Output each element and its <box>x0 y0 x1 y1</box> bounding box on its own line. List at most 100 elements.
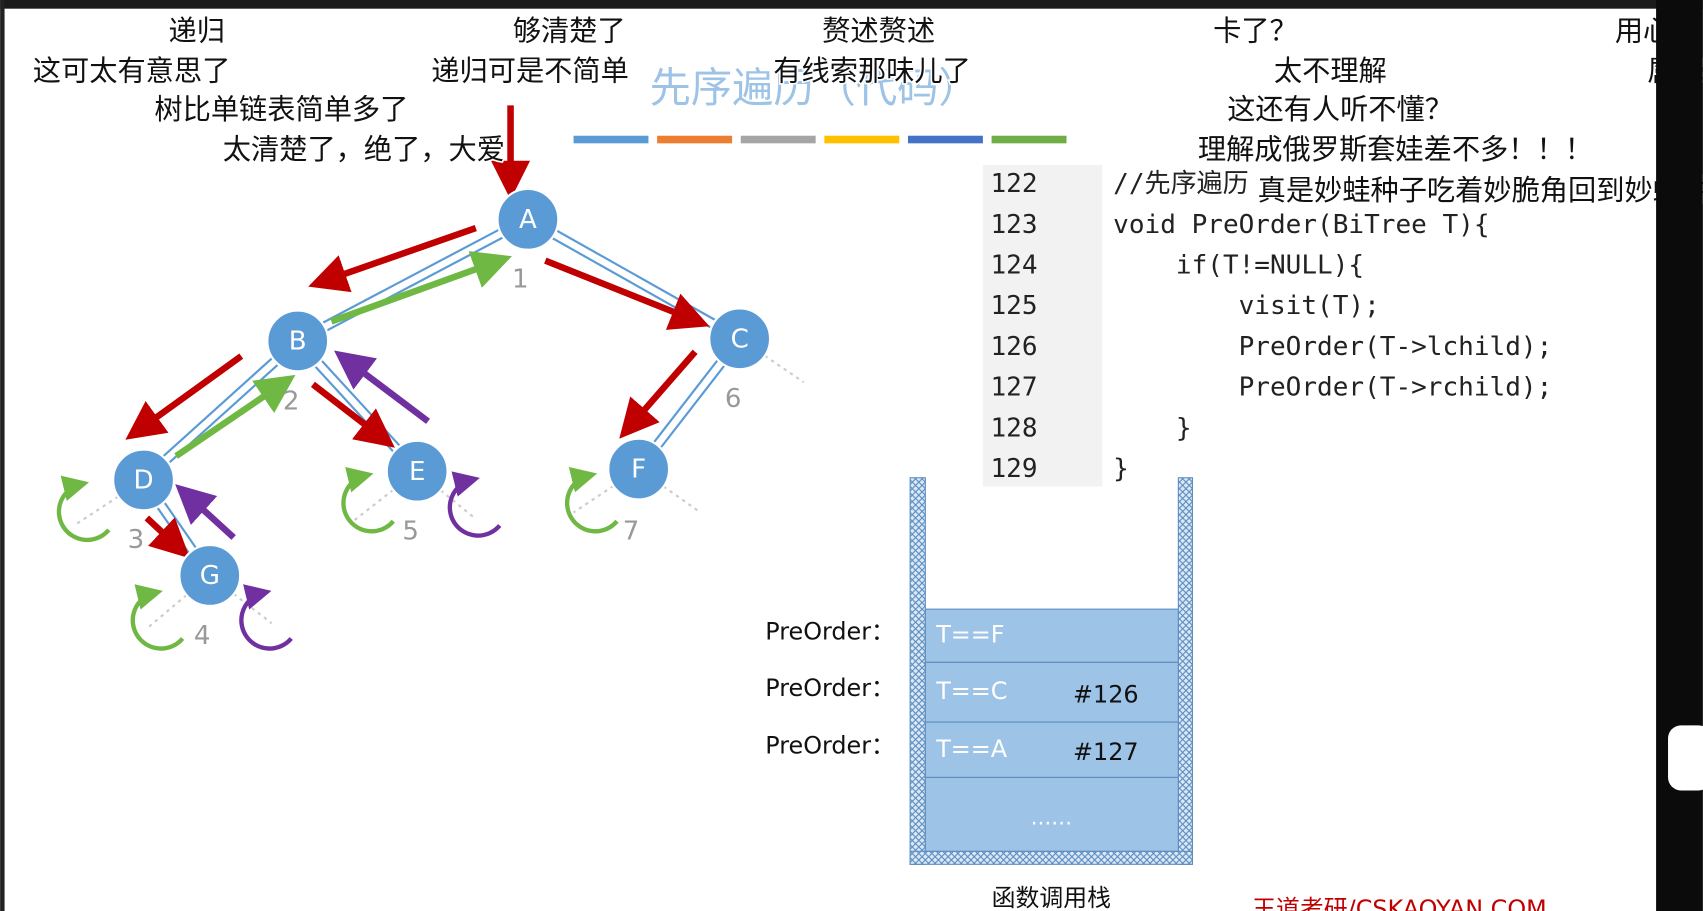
frame-param: T==A <box>935 735 1008 763</box>
color-bar <box>573 135 649 144</box>
color-bar <box>824 135 900 144</box>
tree-node <box>112 448 176 512</box>
traversal-arrow <box>144 515 190 559</box>
stack-wall <box>909 477 926 865</box>
loop-arrow <box>239 584 293 651</box>
stack-ellipsis: ...... <box>1031 806 1072 831</box>
line-number: 127 <box>990 373 1037 403</box>
danmaku: 理解成俄罗斯套娃差不多！！！ <box>1198 133 1593 166</box>
code-line: //先序遍历 <box>1113 169 1249 199</box>
visit-order: 7 <box>623 517 640 547</box>
code-line: } <box>1113 454 1129 484</box>
danmaku: 树比单链表简单多了 <box>154 93 408 126</box>
frame-call: PreOrder： <box>765 674 895 702</box>
danmaku: 递归 <box>169 15 225 48</box>
line-number: 129 <box>990 454 1037 484</box>
visit-order: 3 <box>128 525 145 555</box>
loop-arrow <box>130 584 185 651</box>
danmaku: 够清楚了 <box>513 15 626 48</box>
null-branch <box>739 337 805 384</box>
null-branch <box>73 479 145 527</box>
visit-order: 2 <box>283 386 300 416</box>
danmaku: 真是妙蛙种子吃着妙脆角回到妙蛙种子 <box>1258 174 1703 207</box>
tree-edge <box>139 336 296 478</box>
top-bar <box>0 0 1703 9</box>
visit-order: 6 <box>725 384 742 414</box>
code-line: void PreOrder(BiTree T){ <box>1113 210 1489 240</box>
visit-order: 1 <box>512 265 529 295</box>
danmaku: 赘述赘述 <box>822 15 935 48</box>
node-label: F <box>631 455 646 485</box>
code-gutter <box>982 165 1103 487</box>
traversal-arrow <box>175 484 236 540</box>
loop-arrow <box>341 467 395 534</box>
tree-node <box>178 543 242 607</box>
frame-call: PreOrder： <box>765 731 895 759</box>
tree-edge <box>145 343 302 484</box>
line-number: 128 <box>990 413 1037 443</box>
return-address: #126 <box>1073 680 1139 708</box>
line-number: 123 <box>990 210 1037 240</box>
traversal-arrow <box>619 349 698 439</box>
stack-frame <box>924 608 1179 663</box>
traversal-arrow <box>125 353 244 440</box>
tree-node <box>496 187 560 251</box>
null-branch <box>572 468 640 514</box>
null-branch <box>416 470 477 520</box>
danmaku: 太清楚了，绝了，大爱 <box>223 133 505 166</box>
stack-wall <box>1177 477 1193 865</box>
tree-node <box>607 437 671 501</box>
stack-bottom <box>909 850 1193 865</box>
danmaku: 卡了？ <box>1213 15 1298 48</box>
code-line: if(T!=NULL){ <box>1113 251 1364 281</box>
color-bar <box>991 135 1067 144</box>
null-branch <box>638 468 702 514</box>
stack-caption: 函数调用栈 <box>992 884 1111 911</box>
visit-order: 5 <box>402 517 419 547</box>
line-number: 126 <box>990 332 1037 362</box>
traversal-arrow <box>334 350 430 424</box>
node-label: A <box>519 205 537 235</box>
tree-edge <box>295 214 527 339</box>
frame-param: T==C <box>935 677 1007 705</box>
traversal-arrow <box>174 374 296 459</box>
danmaku: 有线索那味儿了 <box>773 55 971 88</box>
null-branch <box>352 470 418 523</box>
node-label: G <box>200 561 220 591</box>
slide-title: 先序遍历（代码） <box>650 64 980 112</box>
watermark: 王道考研/CSKAOYAN.COM <box>1252 895 1547 911</box>
tree-node <box>708 307 772 371</box>
traversal-arrow <box>308 224 477 293</box>
tree-edge <box>299 222 531 346</box>
visit-order: 4 <box>194 621 211 651</box>
line-number: 122 <box>990 169 1037 199</box>
frame-call: PreOrder： <box>765 617 895 645</box>
player-icon[interactable] <box>1668 725 1703 791</box>
null-branch <box>147 574 211 629</box>
color-bar <box>740 135 816 144</box>
loop-arrow <box>564 467 619 534</box>
stack-frame <box>924 776 1179 852</box>
node-label: D <box>134 466 154 496</box>
return-address: #127 <box>1073 738 1139 766</box>
line-number: 124 <box>990 251 1037 281</box>
traversal-arrow <box>310 381 395 448</box>
code-line: PreOrder(T->rchild); <box>1113 373 1552 403</box>
frame-param: T==F <box>935 621 1004 649</box>
code-line: } <box>1113 413 1191 443</box>
code-line: PreOrder(T->lchild); <box>1113 332 1552 362</box>
loop-arrow <box>56 475 111 543</box>
loop-arrow <box>447 471 502 538</box>
left-edge <box>0 0 5 911</box>
node-label: B <box>289 327 307 357</box>
tree-node <box>385 439 449 503</box>
line-number: 125 <box>990 291 1037 321</box>
color-bar <box>657 135 733 144</box>
node-label: C <box>731 324 749 354</box>
danmaku: 递归可是不简单 <box>431 55 629 88</box>
tree-node <box>266 309 330 373</box>
danmaku: 太不理解 <box>1274 55 1387 88</box>
